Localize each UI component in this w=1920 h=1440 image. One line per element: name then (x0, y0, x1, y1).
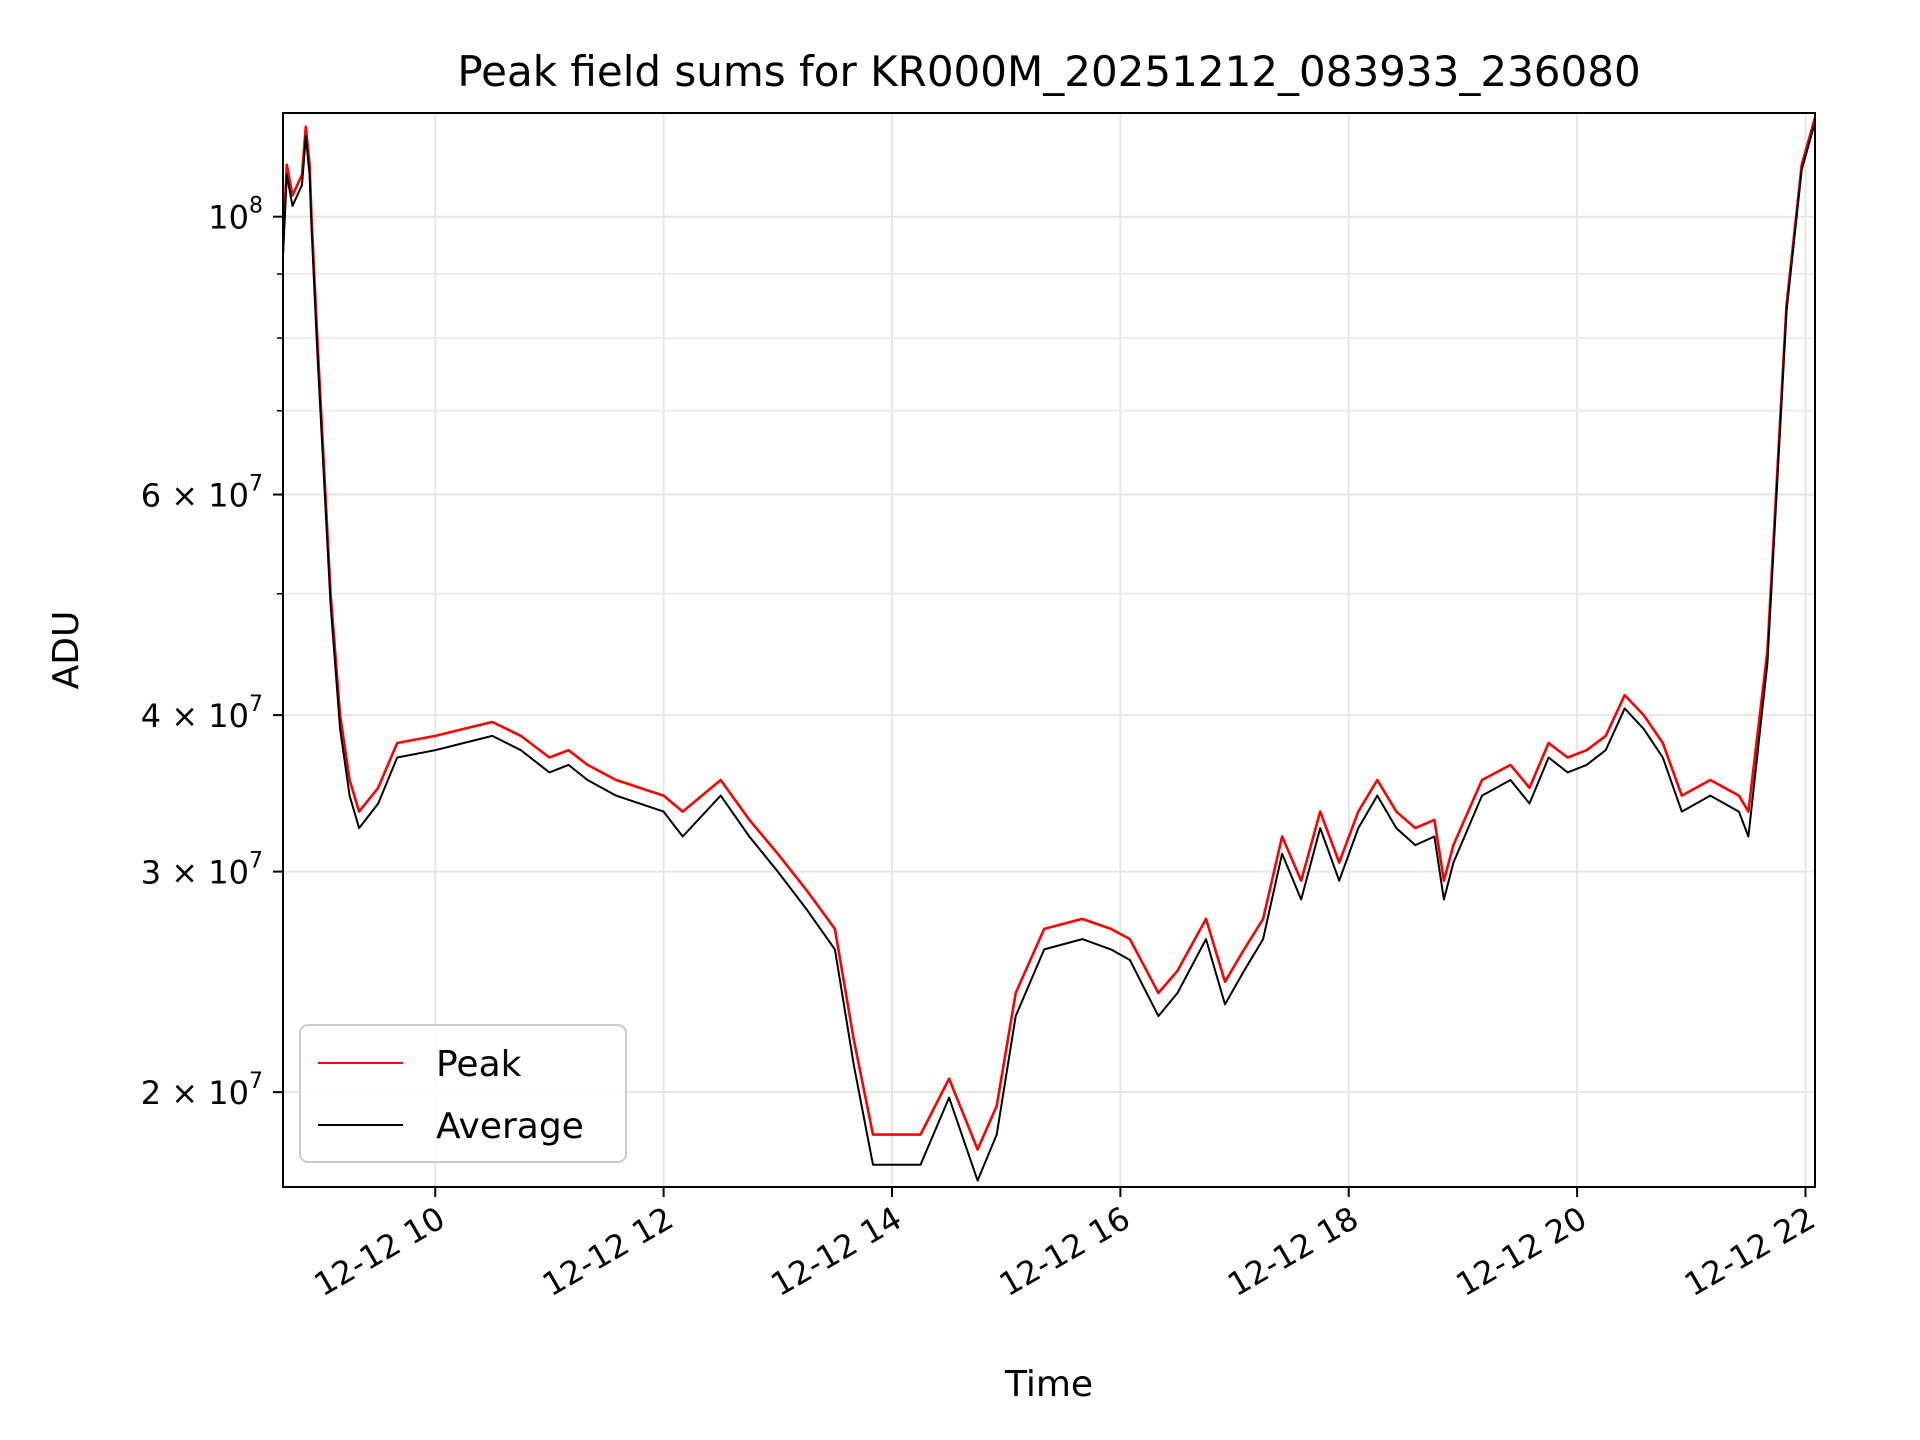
legend-box (299, 1024, 627, 1163)
series-line-peak (283, 117, 1815, 1151)
x-tick-label-2: 12-12 14 (764, 1199, 908, 1304)
legend-label-peak: Peak (436, 1044, 522, 1085)
y-tick-label-0: 108 (208, 194, 263, 237)
y-tick-label-3: 3 × 107 (141, 849, 263, 892)
y-axis: 108 6 × 107 4 × 107 3 × 107 2 × 107 (141, 194, 283, 1112)
plot-frame (282, 112, 1816, 1188)
x-tick-label-0: 12-12 10 (308, 1199, 452, 1304)
x-tick-label-4: 12-12 18 (1221, 1199, 1365, 1304)
x-axis-label: Time (1004, 1364, 1093, 1405)
y-tick-label-1: 6 × 107 (141, 472, 263, 515)
x-tick-label-5: 12-12 20 (1450, 1199, 1594, 1304)
y-axis-label: ADU (46, 611, 87, 690)
legend: Peak Average (299, 1024, 627, 1163)
legend-label-average: Average (436, 1106, 584, 1147)
series-line-average (283, 121, 1815, 1182)
plot-area (283, 117, 1815, 1182)
x-tick-label-1: 12-12 12 (536, 1199, 680, 1304)
x-axis: 12-12 10 12-12 12 12-12 14 12-12 16 12-12 18… (308, 1187, 1822, 1304)
chart-title: Peak field sums for KR000M_20251212_0839… (457, 47, 1640, 96)
y-tick-label-2: 4 × 107 (141, 692, 263, 735)
x-tick-label-6: 12-12 22 (1678, 1199, 1822, 1304)
x-tick-label-3: 12-12 16 (993, 1199, 1137, 1304)
y-tick-label-4: 2 × 107 (141, 1069, 263, 1112)
